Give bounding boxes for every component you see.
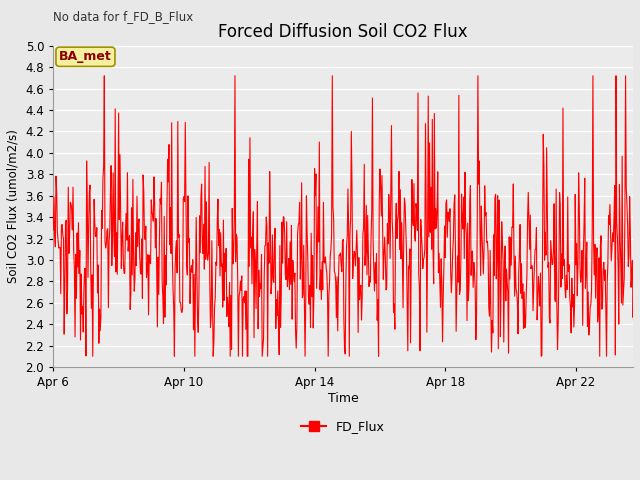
X-axis label: Time: Time: [328, 392, 358, 405]
Title: Forced Diffusion Soil CO2 Flux: Forced Diffusion Soil CO2 Flux: [218, 24, 468, 41]
Text: No data for f_FD_B_Flux: No data for f_FD_B_Flux: [53, 11, 193, 24]
Y-axis label: Soil CO2 Flux (umol/m2/s): Soil CO2 Flux (umol/m2/s): [7, 130, 20, 283]
Text: BA_met: BA_met: [59, 50, 112, 63]
Legend: FD_Flux: FD_Flux: [296, 415, 390, 438]
